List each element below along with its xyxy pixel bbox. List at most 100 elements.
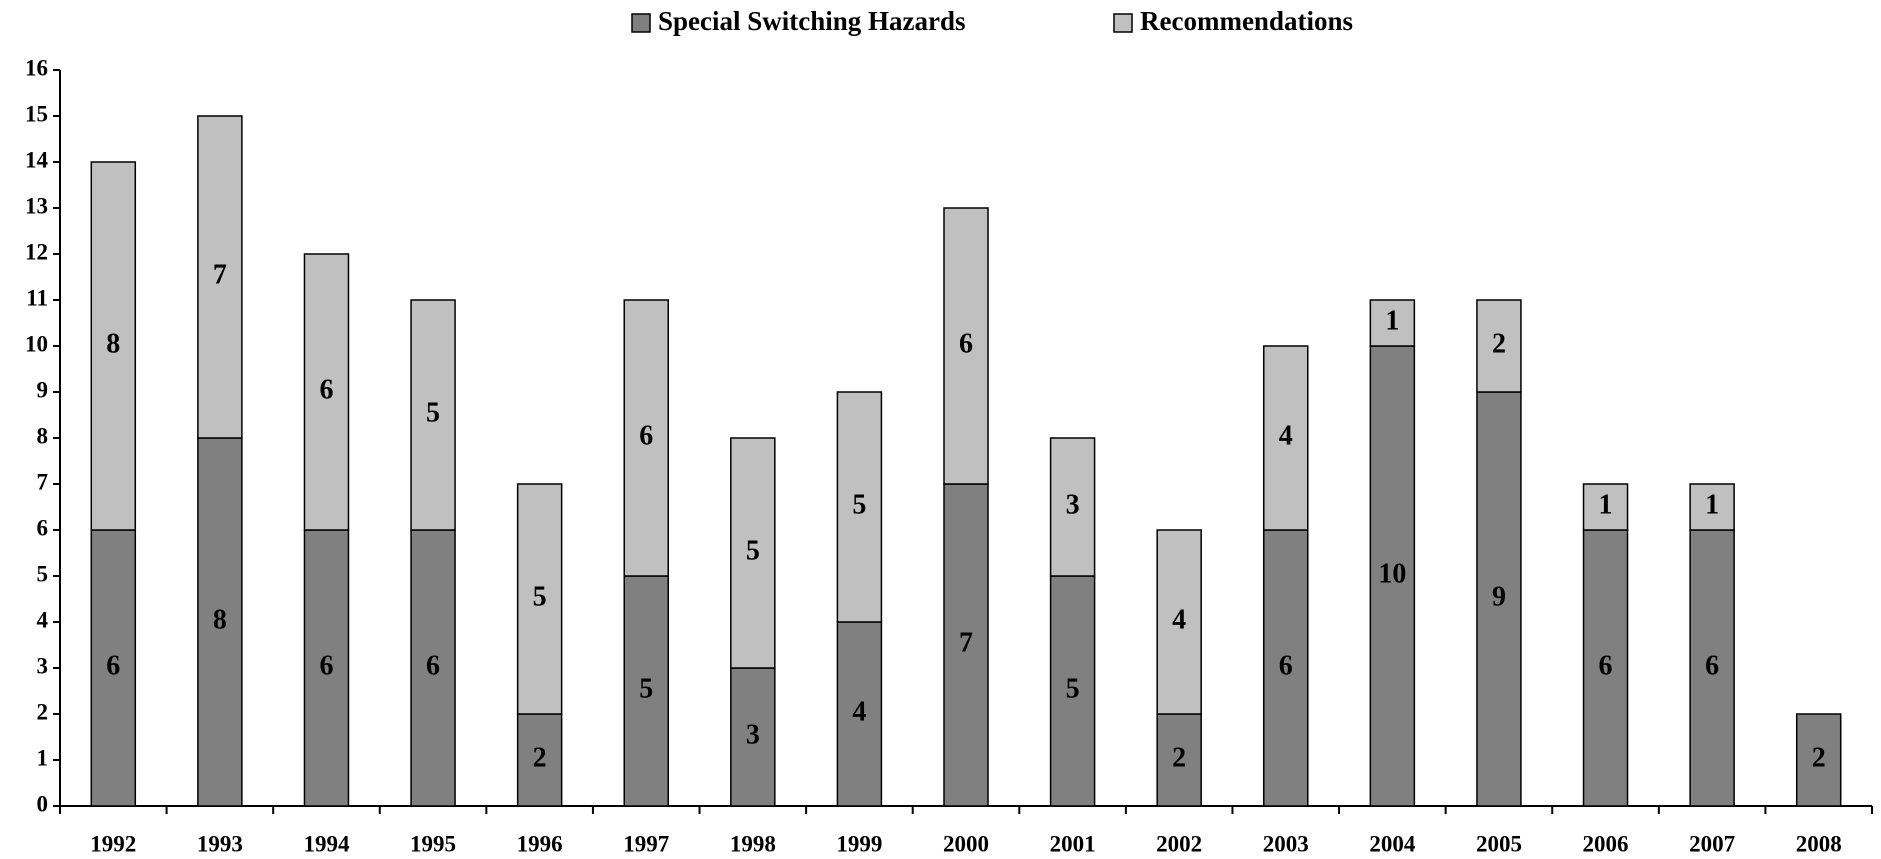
data-label: 4: [852, 696, 866, 727]
data-label: 8: [213, 604, 227, 635]
y-tick-label: 12: [25, 239, 48, 264]
bar-segment: [1049, 575, 1096, 807]
bar-segment: [943, 483, 989, 807]
data-label: 2: [533, 742, 547, 773]
bar-segment: [516, 713, 563, 807]
x-tick-label: 1997: [623, 831, 669, 856]
x-tick-label: 2002: [1156, 831, 1202, 856]
bar-segment: [1689, 483, 1735, 531]
data-label: 10: [1378, 558, 1406, 589]
bar-segment: [303, 529, 350, 807]
y-tick-label: 16: [25, 55, 48, 80]
data-label: 3: [1066, 489, 1080, 520]
bar-segment: [303, 253, 350, 531]
bar-segment: [1263, 345, 1309, 531]
bar-segment: [1582, 483, 1629, 531]
bar-segment: [197, 437, 243, 807]
y-tick-label: 7: [37, 469, 49, 494]
data-label: 9: [1492, 581, 1506, 612]
x-tick-label: 2005: [1476, 831, 1522, 856]
bar-segment: [1369, 299, 1416, 347]
y-tick-label: 8: [37, 423, 49, 448]
data-label: 6: [1705, 650, 1719, 681]
bar-segment: [90, 161, 137, 531]
data-label: 8: [106, 328, 120, 359]
legend-label: Recommendations: [1140, 6, 1353, 36]
x-tick-label: 2006: [1583, 831, 1629, 856]
y-tick-label: 15: [25, 101, 48, 126]
bar-segment: [836, 391, 883, 623]
x-tick-label: 1996: [517, 831, 563, 856]
bar-segment: [1156, 713, 1202, 807]
y-tick-label: 2: [37, 699, 49, 724]
bar-segment: [1049, 437, 1096, 577]
y-tick-label: 0: [37, 791, 49, 816]
data-label: 4: [1172, 604, 1186, 635]
bar-segment: [516, 483, 563, 715]
bar-segment: [1476, 299, 1522, 393]
x-tick-label: 2003: [1263, 831, 1309, 856]
x-tick-label: 1994: [303, 831, 350, 856]
data-label: 2: [1812, 742, 1826, 773]
x-tick-label: 2007: [1689, 831, 1735, 856]
bar-segment: [410, 529, 456, 807]
data-label: 6: [426, 650, 440, 681]
data-label: 6: [106, 650, 120, 681]
y-tick-label: 1: [37, 745, 49, 770]
y-tick-label: 3: [37, 653, 49, 678]
data-label: 5: [852, 489, 866, 520]
data-label: 6: [1279, 650, 1293, 681]
y-tick-label: 6: [37, 515, 49, 540]
data-label: 2: [1492, 328, 1506, 359]
x-tick-label: 1998: [730, 831, 776, 856]
y-tick-label: 9: [37, 377, 49, 402]
x-tick-label: 1993: [197, 831, 243, 856]
y-tick-label: 11: [26, 285, 48, 310]
data-label: 6: [1599, 650, 1613, 681]
data-label: 5: [639, 673, 653, 704]
bar-segment: [1369, 345, 1416, 807]
y-tick-label: 14: [25, 147, 49, 172]
bar-segment: [1795, 713, 1842, 807]
x-tick-label: 1999: [836, 831, 882, 856]
x-tick-label: 2001: [1050, 831, 1096, 856]
data-label: 4: [1279, 420, 1293, 451]
bar-segment: [1582, 529, 1629, 807]
legend-swatch: [631, 13, 651, 33]
bar-segment: [197, 115, 243, 439]
bar-segment: [1156, 529, 1202, 715]
data-label: 5: [426, 397, 440, 428]
x-tick-label: 2004: [1369, 831, 1416, 856]
y-tick-label: 10: [25, 331, 48, 356]
data-label: 6: [319, 374, 333, 405]
bar-segment: [410, 299, 456, 531]
data-label: 6: [959, 328, 973, 359]
bar-segment: [623, 299, 669, 577]
data-label: 5: [533, 581, 547, 612]
x-tick-label: 2008: [1796, 831, 1842, 856]
data-label: 5: [746, 535, 760, 566]
data-label: 6: [319, 650, 333, 681]
data-label: 7: [213, 259, 227, 290]
data-label: 6: [639, 420, 653, 451]
x-tick-label: 1992: [90, 831, 136, 856]
y-tick-label: 5: [37, 561, 49, 586]
data-label: 1: [1599, 489, 1613, 520]
bar-segment: [730, 667, 776, 807]
x-tick-label: 1995: [410, 831, 456, 856]
bar-segment: [730, 437, 776, 669]
data-label: 5: [1066, 673, 1080, 704]
data-label: 7: [959, 627, 973, 658]
legend-swatch: [1113, 13, 1133, 33]
x-tick-label: 2000: [943, 831, 989, 856]
data-label: 1: [1385, 305, 1399, 336]
y-tick-label: 13: [25, 193, 48, 218]
data-label: 2: [1172, 742, 1186, 773]
bar-segment: [943, 207, 989, 485]
bar-segment: [1263, 529, 1309, 807]
y-tick-label: 4: [37, 607, 49, 632]
bar-segment: [1476, 391, 1522, 807]
data-label: 1: [1705, 489, 1719, 520]
